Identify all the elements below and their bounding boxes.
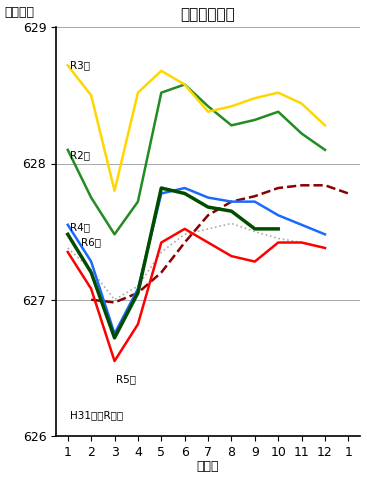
X-axis label: （月）: （月） xyxy=(197,460,219,473)
Title: 月別人口推移: 月別人口推移 xyxy=(181,7,236,22)
Text: R4年: R4年 xyxy=(70,223,90,232)
Text: H31年・R元年: H31年・R元年 xyxy=(70,410,123,420)
Text: R5年: R5年 xyxy=(116,374,137,384)
Text: R3年: R3年 xyxy=(70,60,90,71)
Y-axis label: （万人）: （万人） xyxy=(5,6,34,19)
Text: R6年: R6年 xyxy=(81,238,101,248)
Text: R2年: R2年 xyxy=(70,150,90,160)
